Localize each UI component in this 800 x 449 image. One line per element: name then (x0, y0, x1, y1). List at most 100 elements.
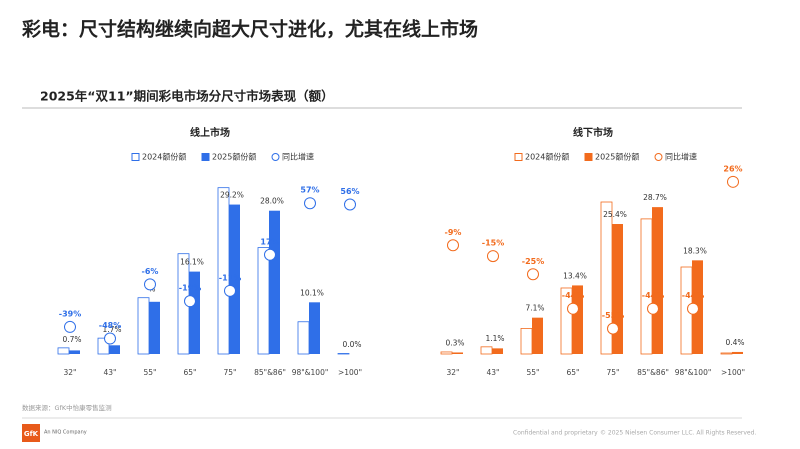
growth-label: -39% (59, 309, 81, 318)
x-tick-label: 98"&100" (292, 368, 329, 377)
bar-2024 (720, 352, 733, 355)
x-tick-label: 55" (527, 368, 540, 377)
value-label: 7.1% (525, 304, 544, 313)
value-label: 0.7% (62, 335, 81, 344)
confidential: Confidential and proprietary (513, 430, 598, 437)
x-tick-label: 43" (487, 368, 500, 377)
legend-label: 同比增速 (282, 152, 314, 162)
legend-swatch (584, 153, 593, 161)
growth-marker (184, 295, 196, 308)
growth-marker (567, 302, 579, 315)
legend-swatch (131, 153, 140, 161)
value-label: 1.7% (102, 325, 121, 334)
x-tick-label: 65" (184, 368, 197, 377)
bar-2025 (149, 301, 160, 354)
growth-label: 26% (723, 164, 742, 173)
bar-2025 (229, 204, 240, 354)
bar-2024 (57, 347, 70, 355)
x-tick-label: 75" (607, 368, 620, 377)
x-tick-label: 43" (104, 368, 117, 377)
x-tick-label: 55" (144, 368, 157, 377)
growth-label: -11% (219, 273, 241, 282)
growth-marker (344, 198, 356, 211)
value-label: 18.3% (683, 246, 707, 255)
legend-swatch (201, 153, 210, 161)
bar-2025 (732, 351, 743, 354)
x-tick-label: >100" (338, 368, 362, 377)
value-label: 13.4% (563, 271, 587, 280)
slide-title: 彩电：尺寸结构继续向超大尺寸进化，尤其在线上市场 (21, 18, 478, 41)
value-label: 28.0% (260, 197, 284, 206)
subtitle: 2025年“双11”期间彩电市场分尺寸市场表现（额） (40, 89, 334, 104)
x-tick-label: 32" (64, 368, 77, 377)
growth-marker (224, 284, 236, 297)
growth-label: -44% (642, 291, 664, 300)
bar-2024 (217, 187, 230, 355)
bar-2024 (257, 247, 270, 355)
bar-2024 (137, 297, 150, 355)
growth-label: -48% (99, 321, 121, 330)
x-tick-label: 85"&86" (254, 368, 286, 377)
growth-marker (727, 175, 739, 188)
bar-2025 (532, 317, 543, 354)
growth-marker (527, 268, 539, 281)
legend-label: 2024额份额 (142, 152, 186, 162)
value-label: 10.1% (300, 288, 324, 297)
x-tick-label: 65" (567, 368, 580, 377)
copyright: © 2025 Nielsen Consumer LLC. All Rights … (600, 430, 756, 437)
growth-marker (647, 302, 659, 315)
growth-marker (304, 197, 316, 210)
legend-label: 同比增速 (665, 152, 697, 162)
bar-2025 (309, 302, 320, 354)
growth-label: 17% (260, 237, 279, 246)
value-label: 16.1% (180, 258, 204, 267)
value-label: 0.0% (342, 340, 361, 349)
bar-2024 (480, 346, 493, 355)
legend-label: 2024额份额 (525, 152, 569, 162)
x-tick-label: 85"&86" (637, 368, 669, 377)
legend-swatch (654, 153, 663, 161)
growth-marker (144, 278, 156, 291)
growth-marker (447, 239, 459, 252)
growth-marker (607, 322, 619, 335)
growth-label: -55% (602, 311, 624, 320)
x-tick-label: 75" (224, 368, 237, 377)
growth-label: -6% (142, 267, 159, 276)
growth-label: -44% (682, 291, 704, 300)
bar-2025 (572, 285, 583, 354)
growth-label: -25% (522, 257, 544, 266)
bar-2025 (69, 350, 80, 354)
growth-marker (64, 320, 76, 333)
legend-label: 2025额份额 (212, 152, 256, 162)
bar-2025 (269, 210, 280, 354)
logo-sub: An NIQ Company (44, 430, 87, 436)
bar-2024 (297, 321, 310, 355)
growth-label: 56% (340, 187, 359, 196)
source: 数据来源：GfK中怡康零售监测 (22, 403, 112, 412)
value-label: 0.3% (445, 338, 464, 347)
growth-label: -44% (562, 291, 584, 300)
x-tick-label: 98"&100" (675, 368, 712, 377)
logo-box (22, 424, 40, 442)
growth-label: -15% (482, 239, 504, 248)
x-tick-label: 32" (447, 368, 460, 377)
bar-2024 (640, 218, 653, 355)
growth-label: -9% (445, 228, 462, 237)
growth-label: 57% (300, 186, 319, 195)
value-label: 25.4% (603, 210, 627, 219)
bar-2025 (189, 271, 200, 354)
value-label: 29.2% (220, 191, 244, 200)
value-label: 28.7% (643, 193, 667, 202)
value-label: 1.1% (485, 334, 504, 343)
chart-title: 线下市场 (573, 126, 613, 139)
growth-marker (104, 332, 116, 345)
chart-title: 线上市场 (190, 126, 230, 139)
bar-2024 (440, 351, 453, 355)
bar-2024 (337, 353, 350, 355)
legend-swatch (271, 153, 280, 161)
bar-2024 (520, 328, 533, 355)
x-tick-label: >100" (721, 368, 745, 377)
growth-marker (687, 302, 699, 315)
legend-swatch (514, 153, 523, 161)
bar-2025 (109, 345, 120, 354)
